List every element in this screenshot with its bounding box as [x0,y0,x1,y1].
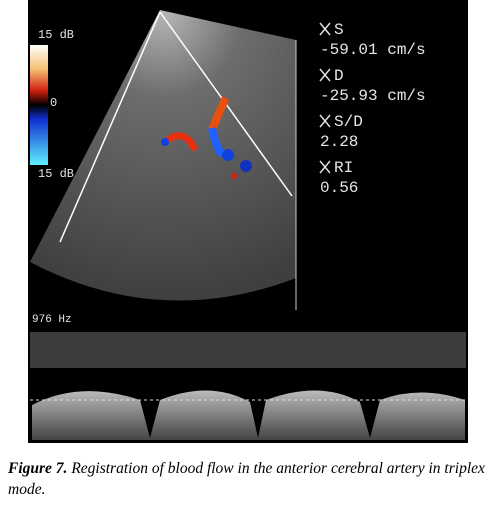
measurements: S -59.01 cm/s D -25.93 cm/s S/D 2.28 RI 0.56 [319,21,426,197]
colorbar-label: 15 dB [38,28,74,42]
doppler-noise [30,332,466,368]
colorbar [30,45,48,165]
colorbar-label: 15 dB [38,167,74,181]
measurement-label: D [334,67,344,85]
marker [319,160,331,174]
measurement-label: S/D [334,113,363,131]
color-flow [161,96,252,179]
marker [319,68,331,82]
measurement-label: S [334,21,344,39]
marker [319,22,331,36]
ultrasound-image: 15 dB 0 15 dB 976 Hz S -59.01 cm/s D -25.93… [28,0,468,443]
measurement-value: 2.28 [320,133,358,151]
prf-label: 976 Hz [32,314,72,326]
measurement-value: 0.56 [320,179,358,197]
caption-label: Figure 7. [8,460,68,477]
caption-text: Registration of blood flow in the anteri… [8,460,485,498]
sector-scan [30,10,296,301]
measurement-value: -25.93 cm/s [320,87,426,105]
measurement-label: RI [334,159,353,177]
sample-line [59,11,161,243]
doppler-spectrum [32,390,465,440]
measurement-value: -59.01 cm/s [320,41,426,59]
marker [319,114,331,128]
colorbar-label: 0 [50,96,57,110]
caption: Figure 7. Registration of blood flow in … [8,458,488,500]
